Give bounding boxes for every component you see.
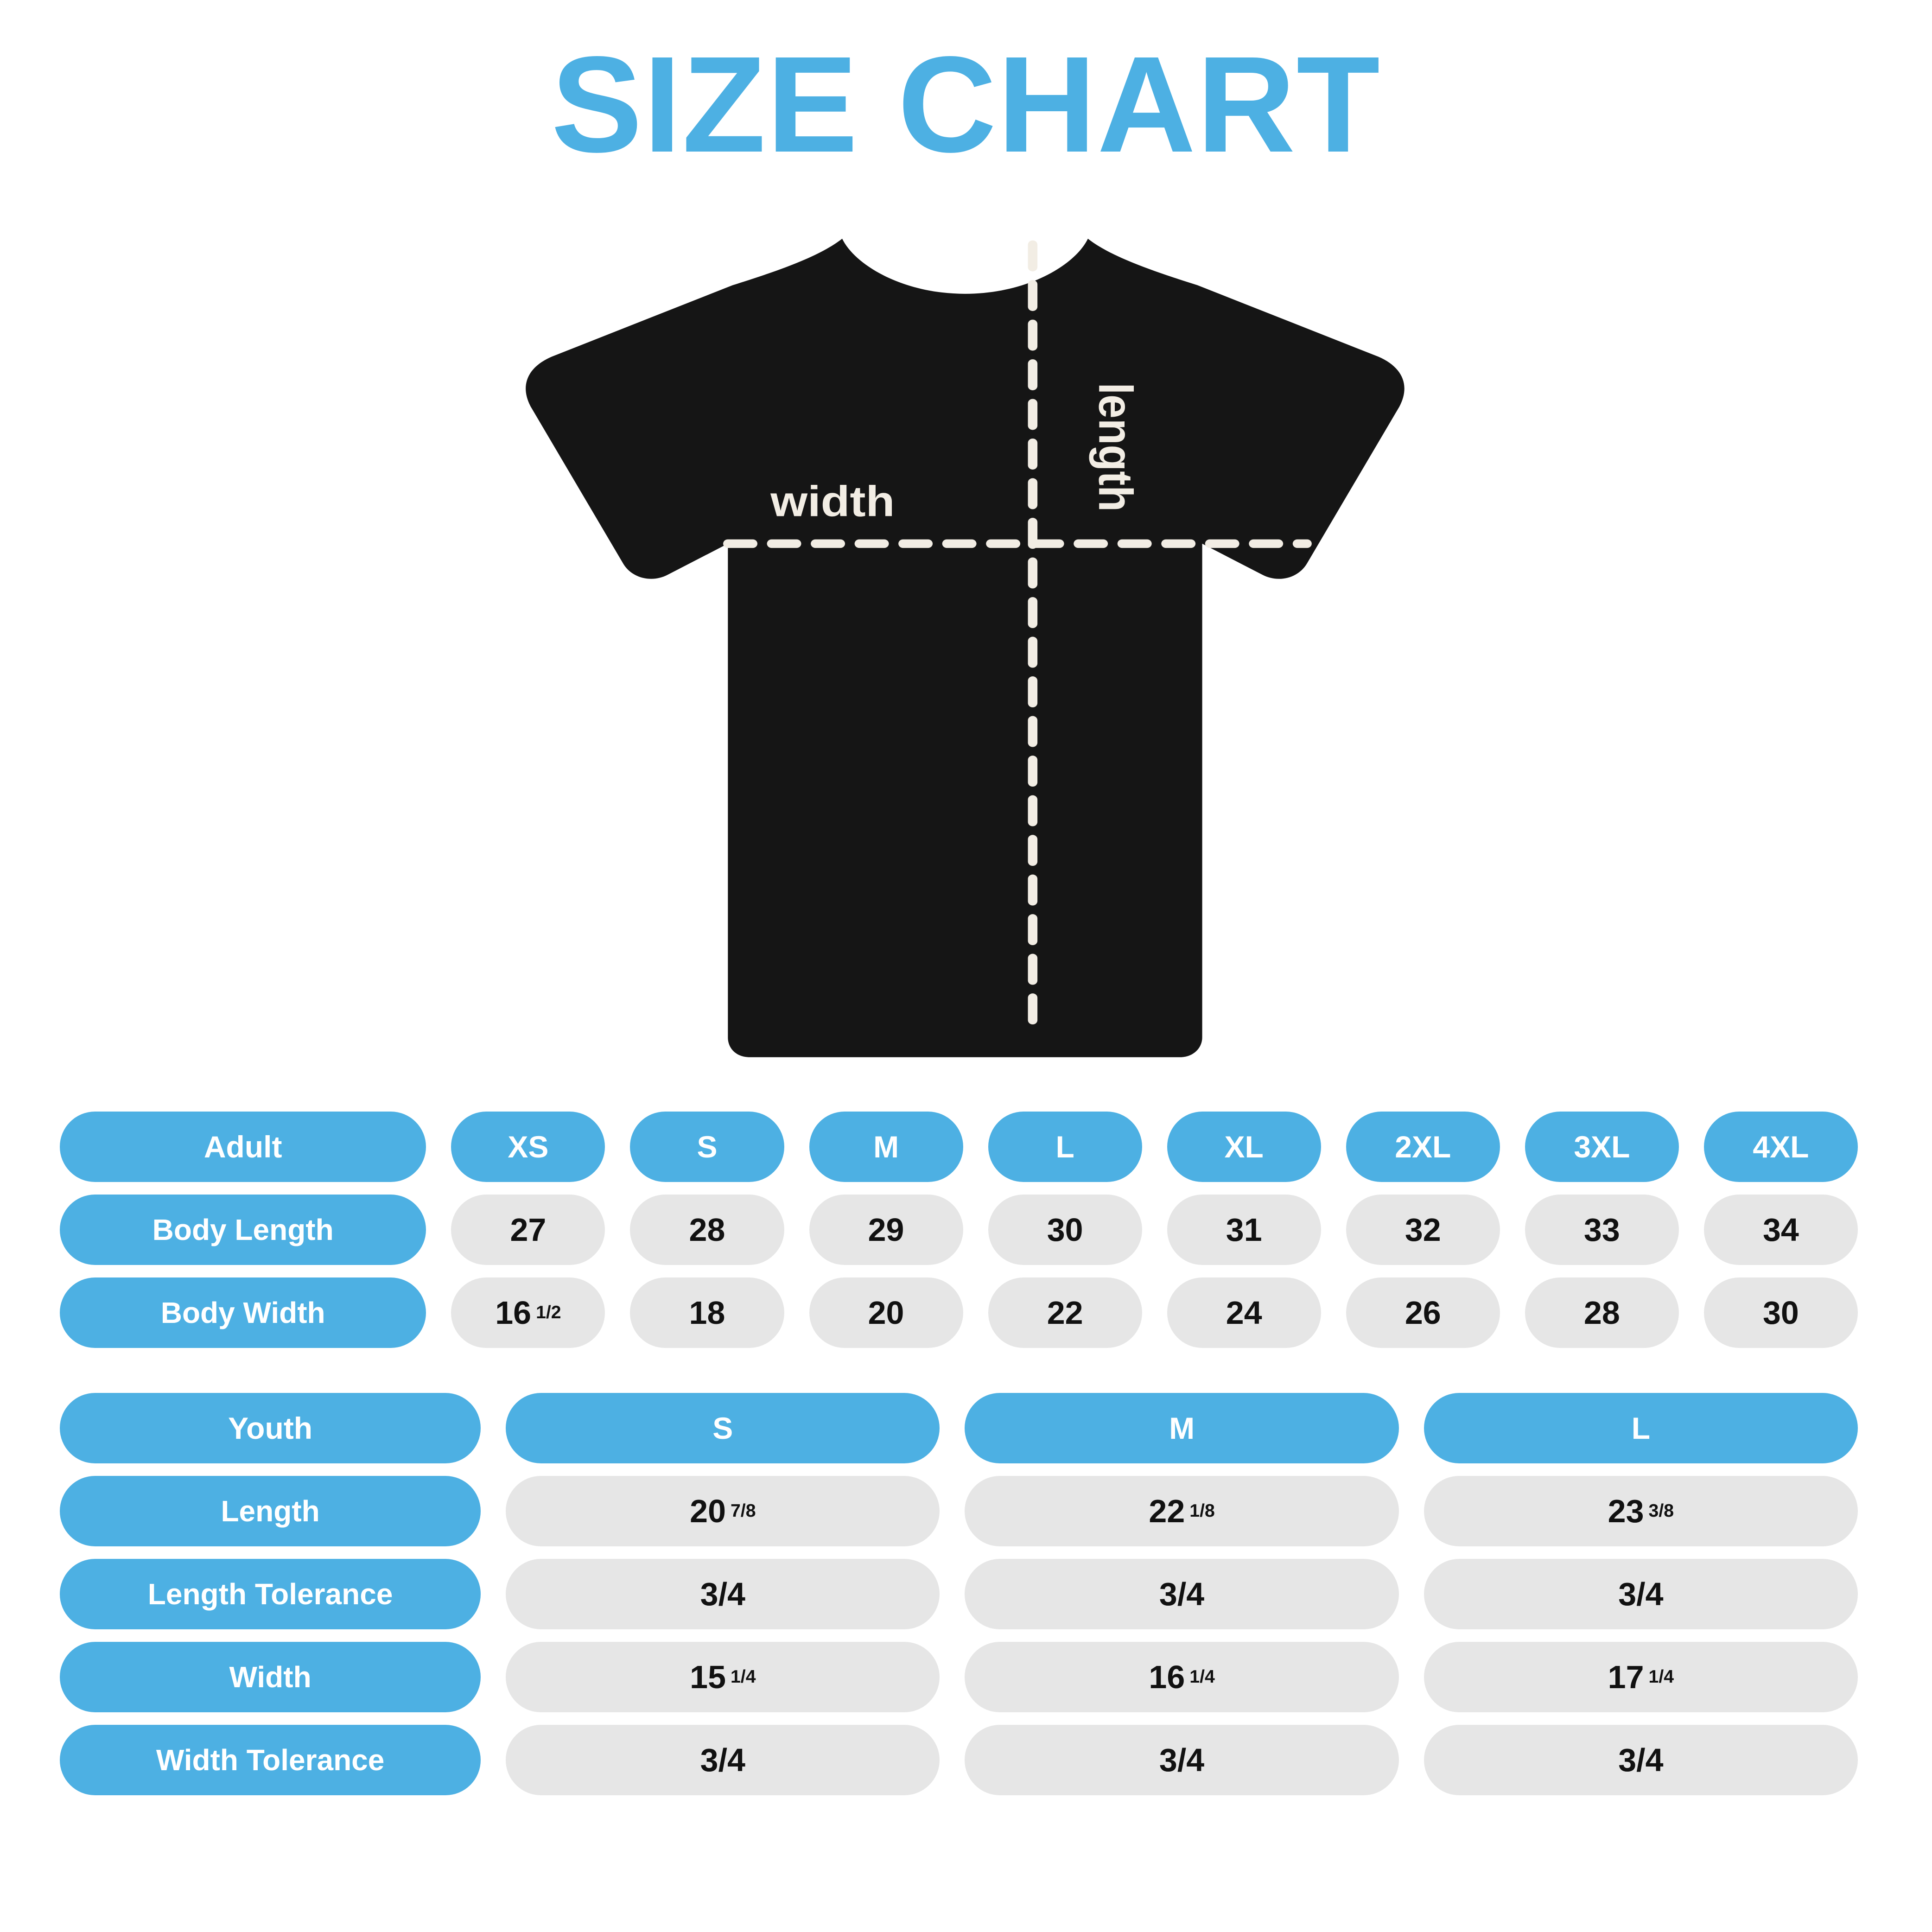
svg-text:length: length bbox=[1089, 382, 1143, 512]
svg-text:width: width bbox=[770, 477, 895, 525]
